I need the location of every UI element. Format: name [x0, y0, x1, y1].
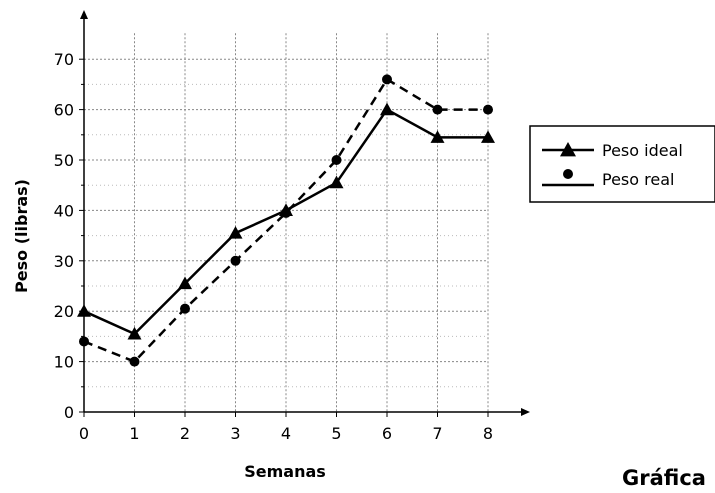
legend-label: Peso real — [602, 170, 674, 189]
y-tick-label: 70 — [54, 50, 74, 69]
data-point-triangle — [127, 326, 142, 340]
y-tick-label: 50 — [54, 151, 74, 170]
x-tick-label: 7 — [432, 424, 442, 443]
legend-marker-circle — [563, 169, 573, 179]
y-tick-label: 40 — [54, 201, 74, 220]
data-point-triangle — [380, 102, 394, 116]
x-axis-label: Semanas — [244, 462, 326, 481]
grid-lines — [84, 33, 489, 412]
data-point-circle — [129, 356, 140, 367]
x-tick-label: 2 — [180, 424, 190, 443]
x-tick-label: 4 — [281, 424, 291, 443]
data-point-circle — [432, 104, 443, 115]
data-point-triangle — [329, 175, 344, 189]
x-tick-label: 5 — [331, 424, 341, 443]
x-tick-label: 1 — [129, 424, 139, 443]
x-tick-label: 6 — [382, 424, 392, 443]
x-tick-label: 8 — [483, 424, 493, 443]
y-tick-label: 30 — [54, 252, 74, 271]
series-2 — [79, 74, 493, 367]
tick-labels: 0 1 2 3 4 5 6 7 8 0 10 20 30 40 50 60 70 — [54, 50, 493, 443]
x-axis-arrow — [521, 408, 530, 416]
y-tick-label: 20 — [54, 302, 74, 321]
data-point-triangle — [481, 130, 495, 143]
y-axis-arrow — [80, 10, 88, 19]
y-tick-label: 60 — [54, 101, 74, 120]
data-point-triangle — [430, 130, 445, 143]
x-tick-label: 3 — [230, 424, 240, 443]
data-point-circle — [281, 207, 291, 218]
data-point-circle — [331, 155, 342, 165]
data-point-triangle — [178, 276, 192, 290]
legend-label: Peso ideal — [602, 141, 683, 160]
legend-marker-triangle — [560, 142, 576, 157]
data-point-triangle — [228, 226, 243, 239]
data-point-circle — [180, 303, 190, 314]
axes — [80, 10, 530, 416]
data-point-circle — [382, 74, 392, 85]
data-point-circle — [79, 336, 89, 347]
y-axis-label: Peso (libras) — [12, 179, 31, 293]
legend-box — [529, 125, 715, 203]
y-tick-label: 10 — [54, 353, 74, 372]
legend: Peso ideal Peso real — [529, 125, 715, 203]
figure-caption: Gráfica — [622, 466, 706, 490]
data-point-triangle — [77, 304, 91, 317]
series-line — [83, 77, 488, 364]
y-tick-label: 0 — [64, 403, 74, 422]
data-point-circle — [483, 104, 493, 115]
series-layer — [77, 74, 495, 367]
x-tick-label: 0 — [79, 424, 89, 443]
data-point-circle — [230, 255, 241, 266]
